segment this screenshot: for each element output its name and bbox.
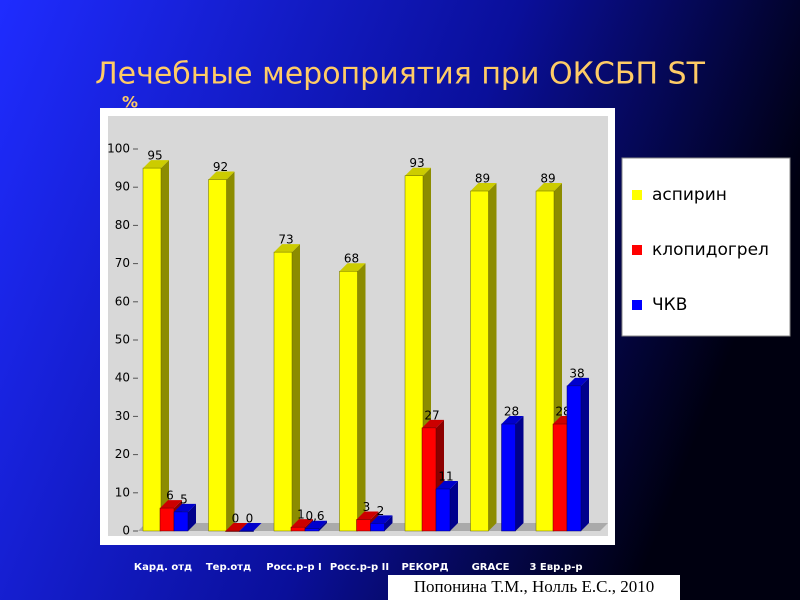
bar-side	[488, 183, 497, 531]
x-tick-label: Тер.отд	[206, 562, 251, 573]
x-tick-label: Росс.р-р II	[330, 562, 389, 573]
bar-top	[536, 183, 562, 192]
bar-top	[436, 480, 458, 489]
bar-side	[384, 515, 393, 531]
y-tick-label: 10	[115, 485, 130, 499]
bar-top	[305, 520, 327, 529]
y-tick-label: 60	[115, 294, 130, 308]
data-label: 0	[232, 512, 240, 526]
data-label: 89	[475, 172, 490, 186]
bar	[370, 523, 385, 532]
data-label: 68	[344, 252, 359, 266]
data-label: 73	[278, 233, 293, 247]
data-label: 92	[213, 160, 228, 174]
bar-side	[188, 503, 196, 531]
y-tick-label: 0	[122, 524, 130, 538]
bar	[339, 270, 358, 532]
data-label: 0,6	[305, 509, 324, 523]
footer-box	[388, 575, 680, 600]
bar-side	[450, 480, 458, 531]
bar	[208, 179, 227, 532]
legend-swatch	[632, 245, 642, 255]
bar-top	[143, 160, 169, 169]
bar-side	[515, 416, 524, 531]
bar	[159, 507, 175, 532]
y-tick-label: 30	[115, 409, 130, 423]
bar	[142, 167, 162, 532]
data-label: 3	[363, 500, 371, 514]
bar-side	[319, 520, 327, 531]
bar	[273, 251, 293, 532]
y-tick-label: 90	[115, 180, 130, 194]
bar-top	[405, 167, 431, 176]
data-label: 95	[147, 149, 162, 163]
bar-top	[174, 503, 196, 512]
bar-top	[470, 183, 497, 192]
bar-top	[422, 419, 444, 428]
data-label: 1	[297, 508, 305, 522]
data-label: 5	[180, 492, 188, 506]
bar-top	[160, 500, 182, 509]
bar-side	[226, 171, 235, 531]
bar	[290, 526, 306, 532]
bar	[535, 190, 555, 532]
bar-side	[161, 160, 169, 531]
bar	[470, 190, 489, 532]
bar-top	[291, 519, 313, 528]
legend-swatch	[632, 300, 642, 310]
bar-top	[239, 523, 262, 531]
data-label: 0	[246, 512, 254, 526]
bar	[501, 423, 516, 532]
data-label: 89	[540, 172, 555, 186]
data-label: 27	[424, 408, 439, 422]
bar-top	[370, 515, 393, 524]
data-label: 28	[504, 405, 519, 419]
y-axis-label: %	[122, 93, 138, 112]
bar	[173, 511, 189, 532]
legend-label: аспирин	[652, 185, 727, 205]
y-tick-label: 80	[115, 218, 130, 232]
bar-top	[356, 511, 379, 520]
bar	[552, 423, 568, 532]
y-tick-label: 20	[115, 447, 130, 461]
bar	[239, 530, 254, 532]
bar	[566, 385, 582, 532]
legend-box	[621, 157, 791, 337]
bar	[435, 488, 451, 532]
data-label: 38	[569, 366, 584, 380]
x-tick-label: РЕКОРД	[401, 562, 448, 573]
bar	[304, 528, 320, 532]
y-tick-label: 40	[115, 371, 130, 385]
y-tick-label: 100	[107, 142, 130, 156]
bar-side	[581, 377, 589, 531]
bar-side	[357, 263, 366, 531]
footer: Попонина Т.М., Нолль Е.С., 2010	[414, 577, 655, 596]
y-tick-label: 50	[115, 333, 130, 347]
bar-top	[501, 416, 524, 425]
x-tick-label: Кард. отд	[134, 562, 192, 573]
bar-top	[339, 263, 366, 272]
bar-top	[208, 171, 235, 180]
bar-top	[567, 377, 589, 386]
data-label: 2	[377, 504, 385, 518]
bar-top	[225, 523, 248, 531]
data-label: 93	[409, 156, 424, 170]
data-label: 6	[166, 489, 174, 503]
bar	[404, 175, 424, 532]
bar	[421, 427, 437, 532]
x-tick-label: Росс.р-р I	[266, 562, 322, 573]
y-tick-label: 70	[115, 256, 130, 270]
legend-label: клопидогрел	[652, 240, 769, 260]
bar-top	[274, 244, 300, 253]
bar	[356, 519, 371, 532]
x-tick-label: GRACE	[472, 562, 510, 573]
bar-side	[292, 244, 300, 531]
legend-swatch	[632, 190, 642, 200]
bar	[225, 530, 240, 532]
legend-label: ЧКВ	[652, 295, 687, 315]
data-label: 11	[438, 469, 453, 483]
slide-title: Лечебные мероприятия при ОКСБП ST	[95, 57, 706, 92]
x-tick-label: 3 Евр.р-р	[529, 562, 582, 573]
